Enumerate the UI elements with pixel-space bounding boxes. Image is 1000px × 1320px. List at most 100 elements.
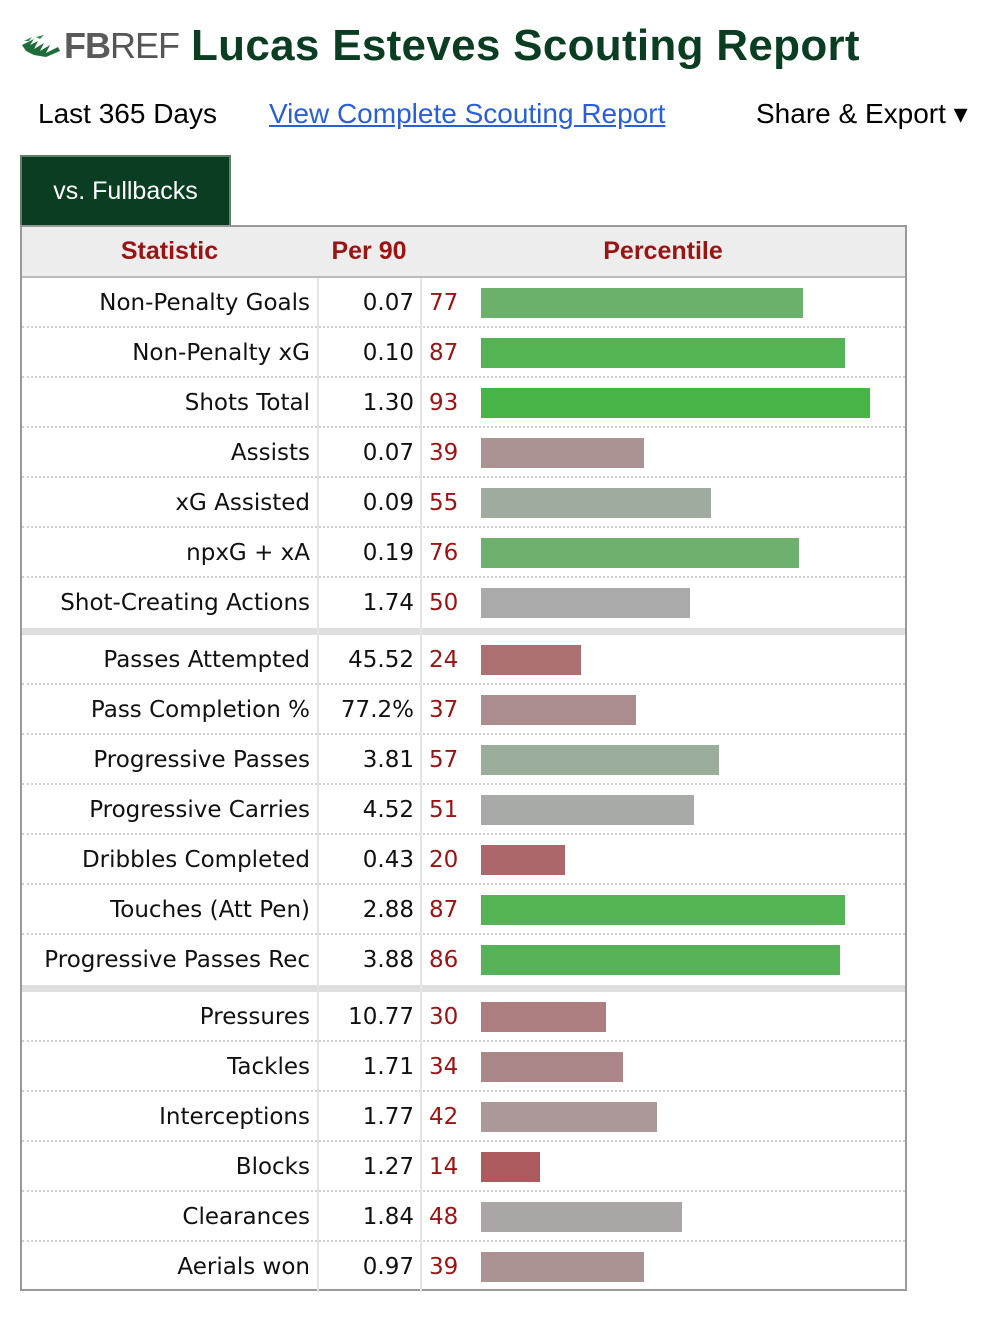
table-row: xG Assisted 0.09 55 [22,478,905,528]
table-row: Passes Attempted 45.52 24 [22,635,905,685]
table-row: Non-Penalty Goals 0.07 77 [22,278,905,328]
table-row: Assists 0.07 39 [22,428,905,478]
per90-value: 0.43 [362,847,414,873]
fbref-logo-icon [22,35,60,57]
per90-value: 4.52 [362,797,414,823]
percentile-value: 39 [429,1254,459,1280]
percentile-value: 55 [429,490,459,516]
header-percentile[interactable]: Percentile [603,237,723,265]
per90-value: 77.2% [340,697,414,723]
percentile-value: 77 [429,290,459,316]
per90-value: 1.77 [362,1104,414,1130]
table-row: Progressive Carries 4.52 51 [22,785,905,835]
table-row: Blocks 1.27 14 [22,1142,905,1192]
percentile-bar [481,1002,606,1032]
percentile-value: 51 [429,797,459,823]
stat-name: Progressive Passes [93,747,310,773]
per90-value: 1.74 [362,590,414,616]
stat-name: Aerials won [177,1254,310,1280]
table-row: Touches (Att Pen) 2.88 87 [22,885,905,935]
percentile-value: 34 [429,1054,459,1080]
share-export-menu[interactable]: Share & Export ▾ [756,98,968,129]
percentile-value: 42 [429,1104,459,1130]
header-statistic[interactable]: Statistic [120,237,219,265]
stat-name: Non-Penalty Goals [99,290,310,316]
percentile-value: 48 [429,1204,459,1230]
table-row: Clearances 1.84 48 [22,1192,905,1242]
percentile-value: 93 [429,390,459,416]
table-row: Aerials won 0.97 39 [22,1242,905,1292]
page-title: Lucas Esteves Scouting Report [191,21,860,70]
tab-vs-fullbacks[interactable]: vs. Fullbacks [20,155,231,225]
percentile-bar [481,438,644,468]
column-divider [317,278,319,1292]
per90-value: 0.97 [362,1254,414,1280]
percentile-bar [481,1102,657,1132]
percentile-bar [481,945,840,975]
stat-name: Progressive Carries [89,797,310,823]
percentile-bar [481,645,581,675]
stat-name: Blocks [235,1154,310,1180]
per90-value: 0.10 [362,340,414,366]
per90-value: 3.81 [362,747,414,773]
table-header: Statistic Per 90 Percentile [22,227,905,278]
stat-name: Dribbles Completed [81,847,310,873]
percentile-bar [481,488,711,518]
percentile-value: 20 [429,847,459,873]
per90-value: 1.71 [362,1054,414,1080]
percentile-value: 50 [429,590,459,616]
percentile-value: 87 [429,340,459,366]
stat-name: Shot-Creating Actions [60,590,310,616]
stat-name: Pass Completion % [90,697,310,723]
table-row: Shot-Creating Actions 1.74 50 [22,578,905,628]
period-label: Last 365 Days [38,98,217,129]
stat-name: xG Assisted [175,490,310,516]
column-divider [420,278,422,1292]
per90-value: 2.88 [362,897,414,923]
stat-name: Touches (Att Pen) [110,897,310,923]
fbref-logo[interactable]: FBREF [20,18,180,74]
table-row: Interceptions 1.77 42 [22,1092,905,1142]
percentile-value: 24 [429,647,459,673]
stat-name: Shots Total [184,390,310,416]
per90-value: 3.88 [362,947,414,973]
per90-value: 45.52 [348,647,414,673]
table-row: Progressive Passes 3.81 57 [22,735,905,785]
group-separator [22,628,905,635]
percentile-bar [481,538,799,568]
logo-text-bold: FB [64,25,111,66]
stat-name: Assists [230,440,310,466]
group-separator [22,985,905,992]
table-row: Dribbles Completed 0.43 20 [22,835,905,885]
percentile-bar [481,1202,682,1232]
percentile-value: 57 [429,747,459,773]
table-row: Pass Completion % 77.2% 37 [22,685,905,735]
page-header: FBREF Lucas Esteves Scouting Report [20,18,860,74]
per90-value: 0.09 [362,490,414,516]
header-per90[interactable]: Per 90 [331,237,407,265]
scouting-table: Statistic Per 90 Percentile Non-Penalty … [20,225,907,1292]
percentile-bar [481,388,870,418]
logo-text-light: REF [110,25,180,66]
percentile-value: 87 [429,897,459,923]
stat-name: Tackles [227,1054,310,1080]
stat-name: Clearances [182,1204,310,1230]
percentile-bar [481,745,719,775]
percentile-value: 30 [429,1004,459,1030]
percentile-bar [481,1052,623,1082]
complete-report-link[interactable]: View Complete Scouting Report [269,98,666,129]
percentile-value: 86 [429,947,459,973]
percentile-bar [481,1152,540,1182]
percentile-value: 37 [429,697,459,723]
percentile-bar [481,288,803,318]
stat-name: Interceptions [159,1104,310,1130]
per90-value: 0.07 [362,440,414,466]
per90-value: 1.84 [362,1204,414,1230]
percentile-bar [481,695,636,725]
stat-name: Pressures [199,1004,310,1030]
stat-name: Passes Attempted [103,647,310,673]
per90-value: 1.30 [362,390,414,416]
report-subnav: Last 365 Days View Complete Scouting Rep… [38,94,1000,134]
per90-value: 0.19 [362,540,414,566]
percentile-bar [481,338,845,368]
